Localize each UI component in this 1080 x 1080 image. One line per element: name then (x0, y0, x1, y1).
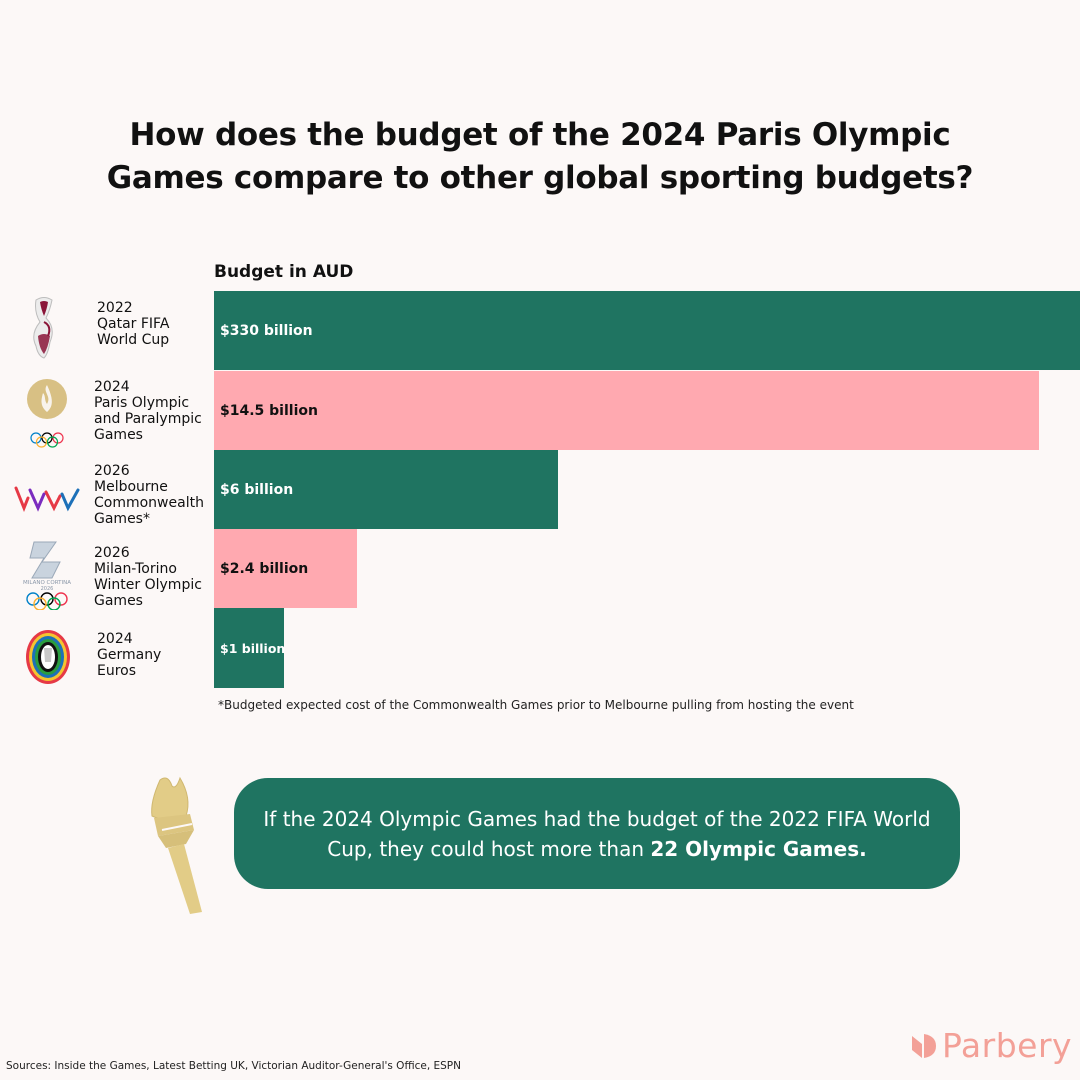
row-name-line: Games (94, 427, 143, 443)
row-label-germany-euros: 2024 Germany Euros (97, 631, 161, 679)
row-name-line: Milan-Torino (94, 561, 177, 577)
bar-1: $14.5 billion (214, 371, 1039, 450)
milano-cortina-year: 2026 (41, 586, 54, 592)
paris-2024-logo-icon (27, 379, 67, 419)
row-name-line: Melbourne (94, 479, 168, 495)
row-name-line: Qatar FIFA (97, 316, 170, 332)
bar-value-label: $6 billion (220, 481, 294, 498)
bar-value-label: $1 billion (220, 640, 286, 656)
bar-value-label: $14.5 billion (220, 402, 318, 419)
fifa-world-cup-logo-icon (33, 297, 53, 359)
callout-box: If the 2024 Olympic Games had the budget… (234, 778, 960, 889)
row-year: 2024 (97, 631, 133, 647)
milano-cortina-logo-icon: MILANO CORTINA 2026 (23, 541, 71, 610)
chart-title-line-1: How does the budget of the 2024 Paris Ol… (129, 117, 951, 153)
row-year: 2026 (94, 545, 130, 561)
callout-text-bold: 22 Olympic Games. (650, 836, 867, 861)
row-label-milan-torino: 2026 Milan-Torino Winter Olympic Games (94, 545, 202, 609)
callout-text: If the 2024 Olympic Games had the budget… (257, 804, 937, 864)
callout-text-regular: If the 2024 Olympic Games had the budget… (263, 806, 931, 861)
row-year: 2024 (94, 379, 130, 395)
row-name-line: Germany (97, 647, 162, 663)
milano-cortina-text: MILANO CORTINA (23, 580, 71, 586)
footnote: *Budgeted expected cost of the Commonwea… (218, 698, 854, 712)
bar-value-label: $330 billion (220, 322, 313, 339)
bar-4: $1 billion (214, 608, 286, 688)
brand-logo: Parbery (910, 1026, 1072, 1065)
olympic-torch-icon (151, 776, 202, 914)
row-name-line: Winter Olympic (94, 577, 202, 593)
row-name-line: Commonwealth (94, 495, 204, 511)
brand-name: Parbery (942, 1026, 1073, 1065)
row-name-line: Paris Olympic (94, 395, 190, 411)
chart-title-line-2: Games compare to other global sporting b… (106, 160, 974, 196)
row-name-line: World Cup (97, 332, 170, 348)
parbery-mark-icon (912, 1033, 936, 1058)
row-name-line: Games* (94, 511, 150, 527)
row-year: 2026 (94, 463, 130, 479)
row-name-line: and Paralympic (94, 411, 202, 427)
row-name-line: Euros (97, 663, 137, 679)
bar-value-label: $2.4 billion (220, 560, 309, 577)
bar-3: $2.4 billion (214, 529, 357, 608)
row-year: 2022 (97, 300, 133, 316)
chart-title: How does the budget of the 2024 Paris Ol… (40, 114, 1040, 200)
row-label-paris-olympics: 2024 Paris Olympic and Paralympic Games (94, 379, 202, 443)
olympic-rings-icon (30, 432, 64, 448)
axis-label: Budget in AUD (214, 262, 354, 282)
commonwealth-games-logo-icon (14, 486, 80, 512)
row-label-melbourne-commonwealth: 2026 Melbourne Commonwealth Games* (94, 463, 204, 527)
euro-2024-logo-icon (26, 630, 70, 684)
sources-note: Sources: Inside the Games, Latest Bettin… (6, 1060, 461, 1072)
row-name-line: Games (94, 593, 143, 609)
bar-2: $6 billion (214, 450, 558, 529)
row-label-qatar-fifa: 2022 Qatar FIFA World Cup (97, 300, 169, 348)
bar-0: $330 billion (214, 291, 1080, 370)
